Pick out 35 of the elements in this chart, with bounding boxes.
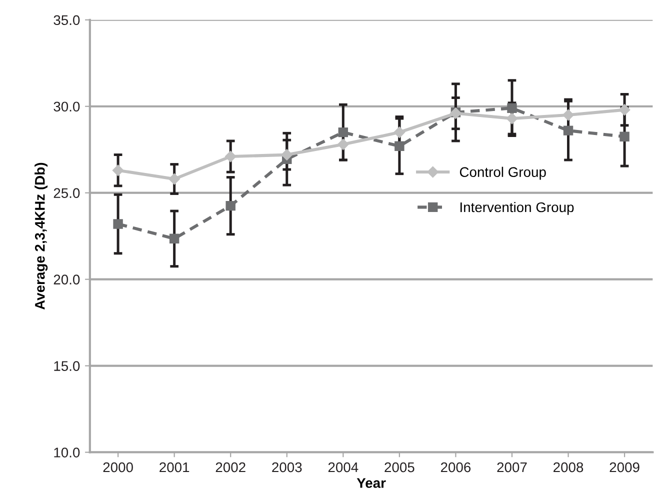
x-tick-label: 2004 [328,462,358,472]
x-tick-label: 2001 [160,462,190,472]
x-tick-label: 2002 [216,462,246,472]
point [562,109,574,121]
y-tick-label: 30.0 [54,102,80,112]
y-tick-label: 35.0 [54,15,80,26]
point [112,164,124,176]
point [224,150,236,162]
point [281,149,292,160]
x-tick-label: 2008 [554,462,584,472]
x-tick-label: 2009 [610,462,640,472]
point [226,200,236,211]
legend-label: Control Group [460,166,546,180]
x-tick-label: 2007 [497,462,527,472]
y-tick-label: 25.0 [54,188,80,198]
x-tick-label: 2006 [440,462,471,472]
point [113,219,123,229]
x-tick-label: 2005 [384,462,414,472]
y-tick-label: 15.0 [54,361,80,371]
y-axis-title: Average 2,3,4KHz (Db) [34,162,48,310]
point [620,132,630,142]
point [169,234,180,244]
point [563,126,574,136]
point [168,173,180,185]
y-tick-label: 20.0 [54,274,80,284]
y-tick-label: 10.0 [54,448,80,458]
point [338,127,348,138]
x-tick-label: 2000 [103,462,133,472]
point [506,112,518,124]
x-tick-label: 2003 [272,462,302,472]
x-axis-title: Year [356,478,386,488]
point [394,141,404,151]
legend-label: Intervention Group [460,202,574,215]
point [394,126,406,138]
point [338,138,349,150]
